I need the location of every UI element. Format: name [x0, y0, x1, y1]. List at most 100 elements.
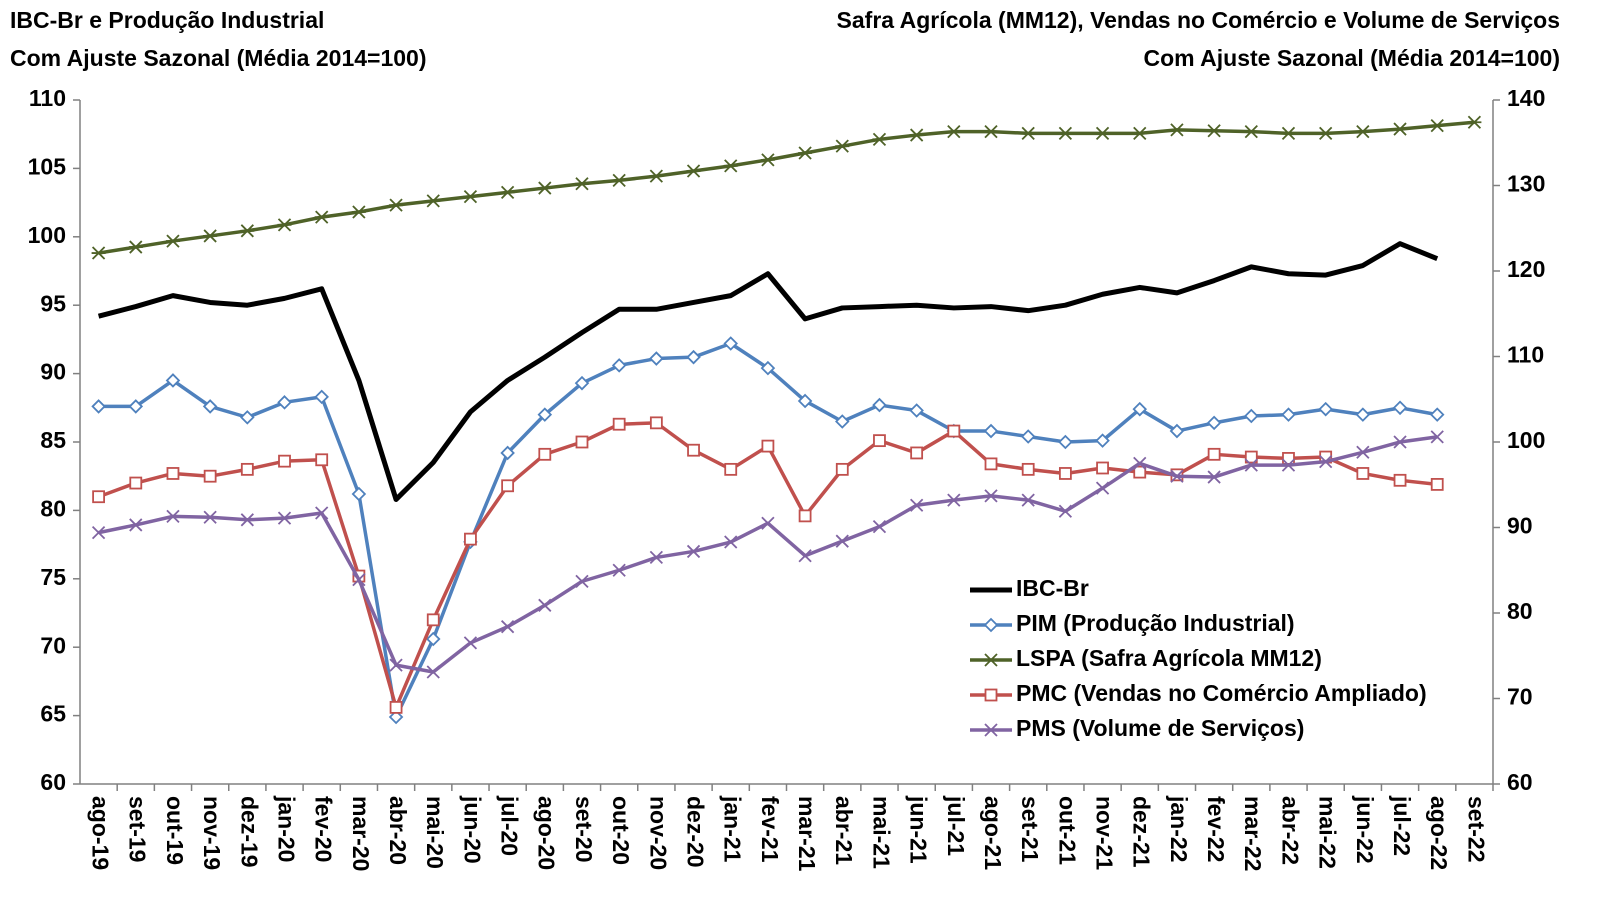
- x-tick-label: mai-20: [422, 796, 448, 869]
- marker: [984, 457, 998, 471]
- marker: [128, 399, 144, 414]
- marker: [1355, 124, 1370, 139]
- marker: [426, 665, 440, 679]
- marker: [1244, 458, 1258, 472]
- marker: [1429, 407, 1445, 422]
- marker: [277, 395, 292, 410]
- marker: [1244, 450, 1258, 464]
- marker: [612, 173, 627, 188]
- marker: [91, 246, 106, 260]
- y-tick-label: 75: [40, 564, 66, 590]
- y-tick-label: 100: [28, 222, 66, 248]
- marker: [612, 563, 626, 577]
- marker: [1021, 493, 1035, 507]
- marker: [1170, 469, 1184, 483]
- marker: [909, 403, 924, 418]
- marker: [686, 544, 701, 559]
- y2-tick-label: 140: [1507, 85, 1545, 111]
- right-subtitle: Com Ajuste Sazonal (Média 2014=100): [1144, 45, 1561, 71]
- marker: [1207, 124, 1222, 138]
- y2-tick-label: 130: [1507, 171, 1545, 197]
- x-tick-label: nov-19: [199, 796, 225, 870]
- marker: [500, 620, 515, 634]
- marker: [1281, 126, 1296, 140]
- marker: [1393, 473, 1407, 487]
- marker: [240, 410, 255, 425]
- y2-tick-label: 80: [1507, 598, 1533, 624]
- x-tick-label: jul-21: [943, 795, 969, 856]
- marker: [1132, 401, 1148, 417]
- x-tick-label: jul-22: [1389, 795, 1415, 856]
- marker: [1430, 119, 1445, 133]
- x-tick-label: ago-20: [534, 796, 560, 870]
- x-tick-label: out-20: [608, 796, 634, 865]
- marker: [1467, 115, 1482, 129]
- y2-tick-label: 120: [1507, 256, 1545, 282]
- y-tick-label: 110: [29, 85, 66, 111]
- marker: [203, 469, 217, 483]
- y2-tick-label: 90: [1507, 513, 1533, 539]
- marker: [649, 416, 663, 430]
- marker: [1058, 434, 1073, 450]
- marker: [537, 181, 552, 195]
- right-title: Safra Agrícola (MM12), Vendas no Comérci…: [837, 7, 1560, 33]
- x-tick-label: fev-20: [311, 796, 337, 862]
- marker: [278, 454, 291, 468]
- legend-label: PMC (Vendas no Comércio Ampliado): [1016, 680, 1427, 706]
- marker: [1169, 423, 1185, 439]
- legend-marker: [984, 688, 998, 702]
- marker: [575, 435, 589, 449]
- marker: [165, 373, 181, 388]
- marker: [1095, 126, 1110, 140]
- marker: [1058, 504, 1073, 518]
- marker: [611, 358, 627, 373]
- x-tick-label: abr-20: [385, 796, 411, 865]
- legend-item: IBC-Br: [970, 575, 1089, 601]
- marker: [1430, 478, 1444, 491]
- marker: [165, 234, 180, 248]
- marker: [574, 375, 590, 391]
- left-subtitle: Com Ajuste Sazonal (Média 2014=100): [10, 45, 427, 71]
- marker: [1021, 126, 1036, 140]
- legend-label: IBC-Br: [1016, 575, 1089, 601]
- marker: [1132, 126, 1147, 140]
- x-tick-label: ago-19: [88, 796, 114, 870]
- marker: [538, 598, 552, 612]
- legend-marker: [984, 723, 998, 737]
- marker: [426, 194, 441, 208]
- y2-tick-label: 60: [1507, 769, 1533, 795]
- marker: [537, 407, 553, 422]
- marker: [91, 399, 106, 414]
- x-tick-label: dez-20: [682, 796, 708, 868]
- y-tick-label: 60: [40, 769, 66, 795]
- marker: [129, 476, 143, 490]
- legend-item: LSPA (Safra Agrícola MM12): [970, 645, 1322, 671]
- marker: [203, 510, 217, 524]
- marker: [910, 446, 924, 460]
- x-tick-label: mar-21: [794, 796, 820, 872]
- x-tick-label: out-21: [1054, 796, 1080, 865]
- marker: [1244, 124, 1259, 139]
- x-tick-label: fev-21: [757, 796, 783, 863]
- marker: [389, 700, 403, 714]
- x-tick-label: set-19: [125, 796, 151, 862]
- marker: [277, 218, 292, 232]
- x-tick-label: dez-21: [1129, 796, 1155, 868]
- y-tick-label: 80: [40, 495, 66, 521]
- x-tick-label: jun-22: [1352, 795, 1378, 864]
- marker: [1393, 122, 1408, 136]
- marker: [314, 210, 329, 224]
- marker: [501, 479, 515, 493]
- marker: [463, 636, 478, 650]
- left-title: IBC-Br e Produção Industrial: [10, 7, 324, 33]
- marker: [649, 550, 663, 565]
- marker: [314, 389, 329, 405]
- marker: [686, 164, 701, 178]
- marker: [425, 631, 441, 647]
- legend-item: PMS (Volume de Serviços): [970, 715, 1304, 741]
- marker: [724, 462, 738, 476]
- marker: [1133, 465, 1147, 479]
- marker: [240, 462, 254, 476]
- x-tick-label: mar-20: [348, 796, 374, 871]
